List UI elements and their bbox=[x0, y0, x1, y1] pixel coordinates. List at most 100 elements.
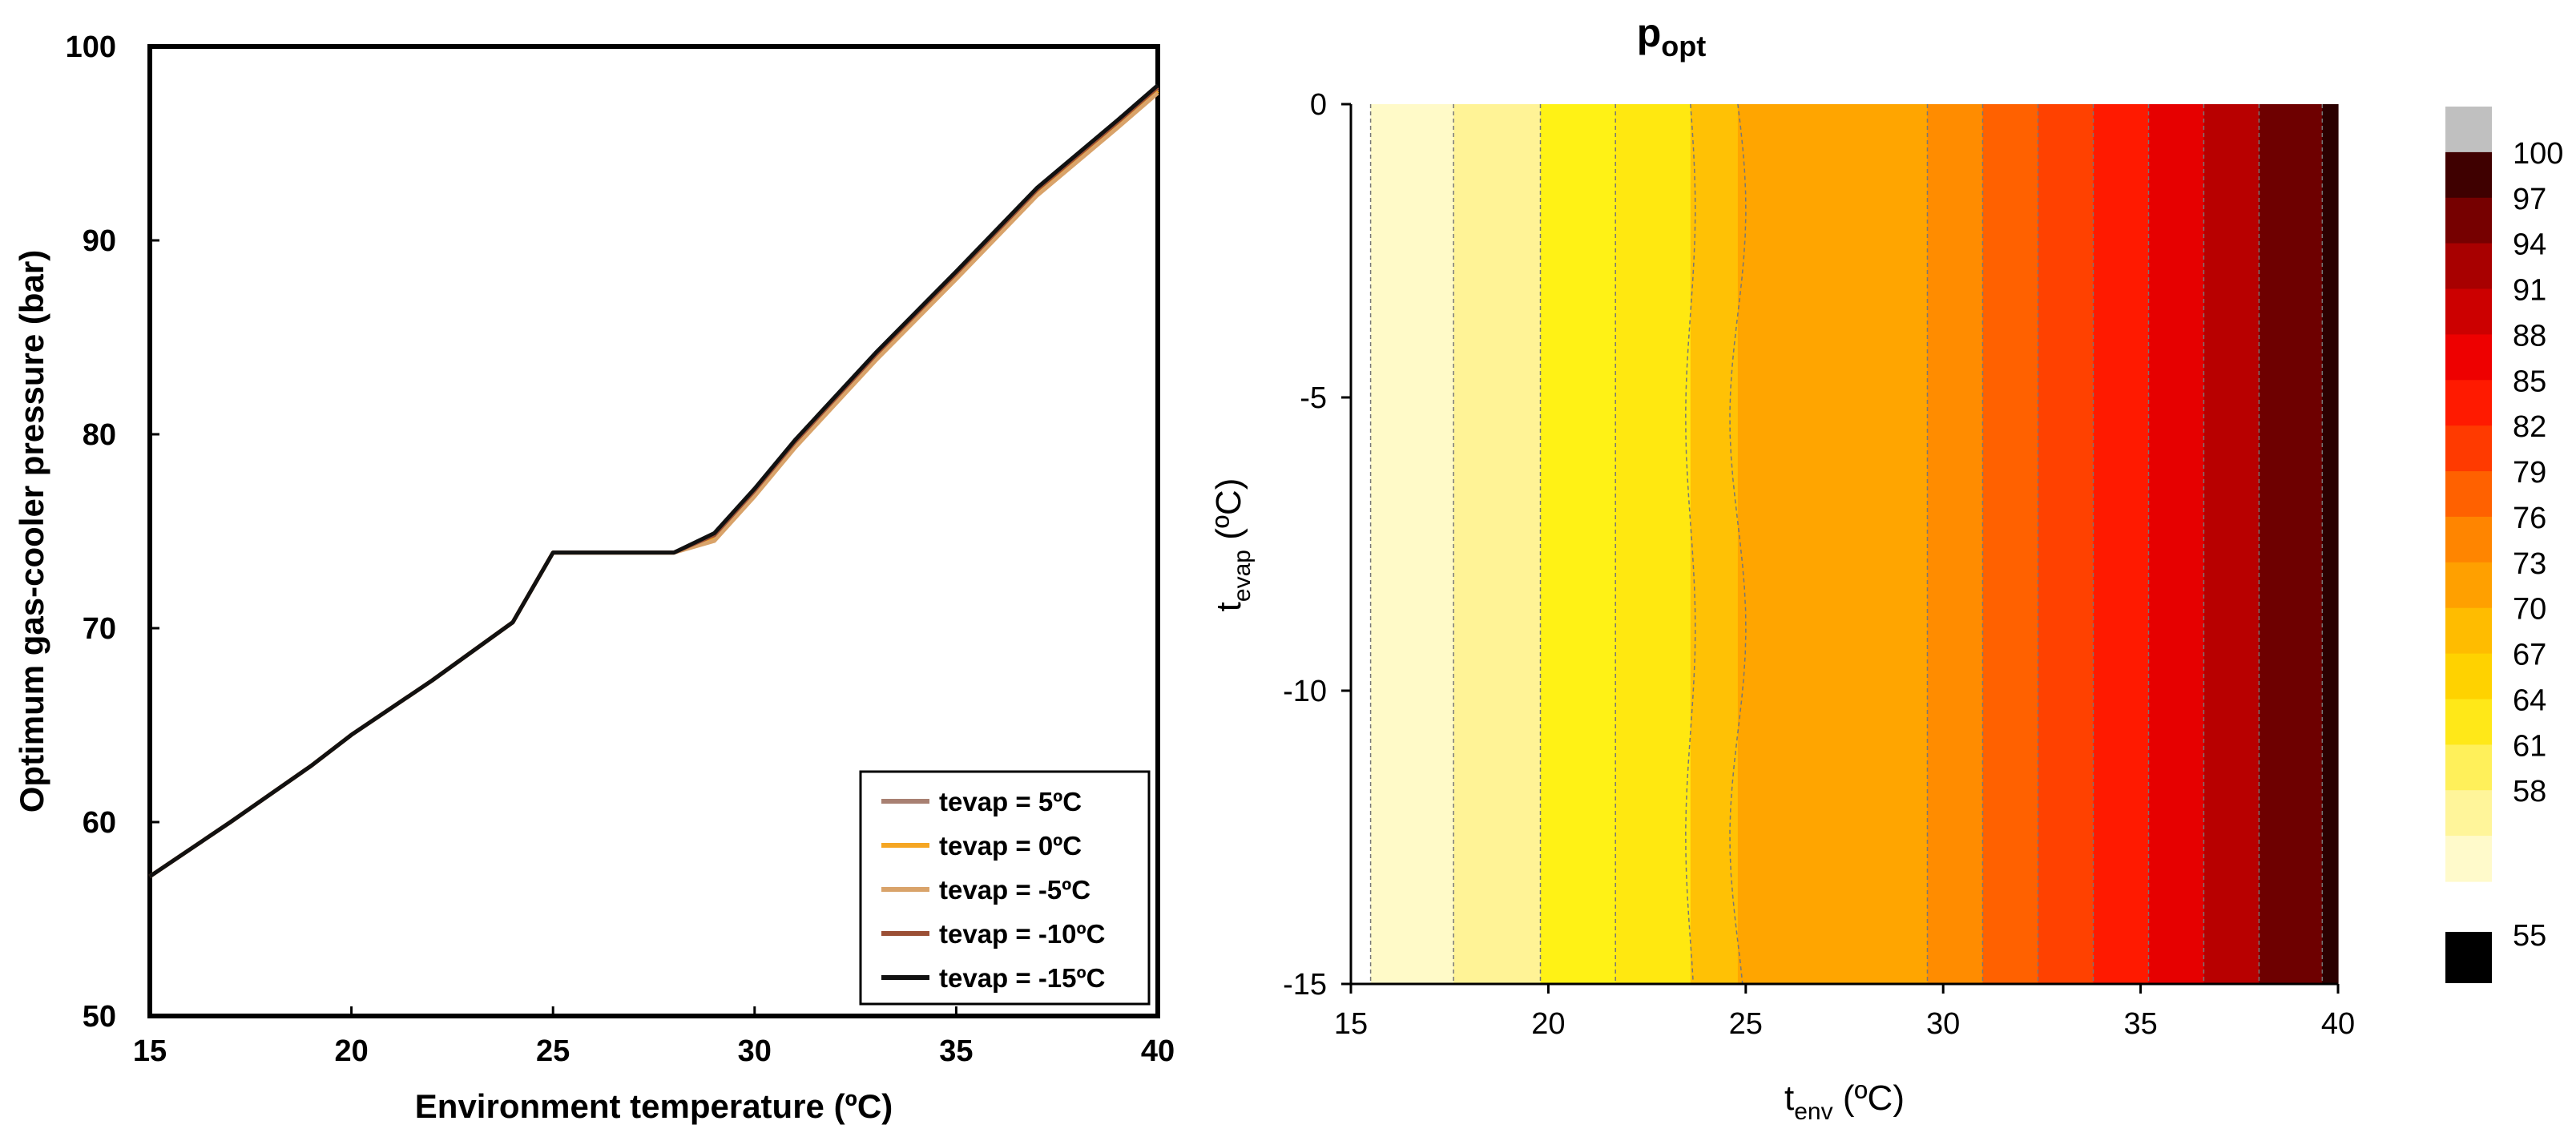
heatmap-colorbar: 100 97 94 91 88 85 82 79 76 73 70 67 64 61 58 55 bbox=[2445, 107, 2563, 983]
legend-label-1: tevap = 0ºC bbox=[939, 831, 1082, 861]
heatmap-y-ticks: 0 -5 -10 -15 bbox=[1283, 88, 1351, 1002]
heatmap-x-axis-label: tenv (ºC) bbox=[1784, 1078, 1905, 1125]
y-tick-label: 80 bbox=[83, 418, 116, 452]
heatmap-x-tick-label: 15 bbox=[1334, 1007, 1368, 1041]
heatmap-band-7 bbox=[1982, 104, 2039, 984]
heatmap-x-tick-label: 25 bbox=[1729, 1007, 1763, 1041]
colorbar-label: 73 bbox=[2513, 547, 2546, 581]
heatmap-axes bbox=[1349, 104, 2338, 986]
colorbar-label: 79 bbox=[2513, 456, 2546, 490]
heatmap-x-label-unit: (ºC) bbox=[1833, 1078, 1905, 1118]
colorbar-segment-16 bbox=[2445, 836, 2492, 882]
x-tick-label: 25 bbox=[536, 1034, 570, 1068]
heatmap-contour-lines bbox=[1369, 103, 2324, 985]
heatmap-band-0 bbox=[1370, 104, 1454, 984]
heatmap-title: popt bbox=[1637, 10, 1707, 62]
heatmap-title-main: p bbox=[1637, 10, 1662, 55]
heatmap-band-8 bbox=[2038, 104, 2094, 984]
colorbar-segment-2 bbox=[2445, 197, 2492, 244]
y-tick-label: 60 bbox=[83, 806, 116, 840]
heatmap-x-label-subscript: env bbox=[1794, 1099, 1832, 1125]
heatmap-band-9 bbox=[2093, 104, 2150, 984]
heatmap-x-label-main: t bbox=[1784, 1078, 1794, 1118]
series-line-4 bbox=[148, 83, 1159, 878]
line-chart-x-axis-label: Environment temperature (ºC) bbox=[415, 1087, 893, 1125]
colorbar-label: 91 bbox=[2513, 274, 2546, 308]
colorbar-label: 97 bbox=[2513, 183, 2546, 216]
y-tick-label: 70 bbox=[83, 612, 116, 646]
colorbar-segment-10 bbox=[2445, 562, 2492, 609]
colorbar-label: 82 bbox=[2513, 410, 2546, 444]
heatmap-y-label-main: t bbox=[1209, 602, 1248, 611]
y-tick-label: 50 bbox=[83, 1000, 116, 1034]
colorbar-label: 100 bbox=[2513, 137, 2563, 171]
heatmap-y-tick-label: -5 bbox=[1300, 381, 1327, 415]
y-tick-label: 90 bbox=[83, 224, 116, 258]
colorbar-segment-14 bbox=[2445, 744, 2492, 791]
legend-label-4: tevap = -15ºC bbox=[939, 963, 1105, 993]
colorbar-segment-1 bbox=[2445, 151, 2492, 199]
colorbar-label: 85 bbox=[2513, 365, 2546, 398]
colorbar-segment-0 bbox=[2445, 107, 2492, 153]
legend-label-2: tevap = -5ºC bbox=[939, 875, 1090, 905]
heatmap-y-tick-label: -15 bbox=[1283, 968, 1327, 1002]
colorbar-segment-4 bbox=[2445, 288, 2492, 335]
colorbar-label: 58 bbox=[2513, 775, 2546, 808]
colorbar-segment-3 bbox=[2445, 243, 2492, 290]
line-chart: 15 20 25 30 35 40 50 60 70 80 90 100 Environment t… bbox=[13, 30, 1175, 1125]
contour-line-4 bbox=[1685, 103, 1696, 985]
heatmap-band-3 bbox=[1615, 104, 1691, 984]
heatmap-bands bbox=[1370, 104, 2339, 984]
colorbar-segment-15 bbox=[2445, 790, 2492, 837]
heatmap-band-11 bbox=[2203, 104, 2260, 984]
x-tick-label: 35 bbox=[939, 1034, 973, 1068]
colorbar-segment-13 bbox=[2445, 699, 2492, 745]
colorbar-segment-8 bbox=[2445, 471, 2492, 518]
line-chart-series-group bbox=[148, 83, 1159, 878]
heatmap-y-label-subscript: evap bbox=[1229, 550, 1256, 602]
heatmap-y-tick-label: 0 bbox=[1310, 88, 1327, 122]
colorbar-below-swatch bbox=[2445, 932, 2492, 983]
heatmap-band-1 bbox=[1453, 104, 1542, 984]
colorbar-segment-7 bbox=[2445, 425, 2492, 472]
legend-label-0: tevap = 5ºC bbox=[939, 787, 1082, 816]
colorbar-label: 70 bbox=[2513, 593, 2546, 627]
x-tick-label: 15 bbox=[133, 1034, 167, 1068]
y-tick-label: 100 bbox=[66, 30, 116, 64]
colorbar-segment-6 bbox=[2445, 380, 2492, 426]
x-tick-label: 20 bbox=[334, 1034, 368, 1068]
heatmap-y-axis-label: tevap (ºC) bbox=[1209, 478, 1256, 612]
colorbar-label: 94 bbox=[2513, 228, 2546, 262]
colorbar-segment-11 bbox=[2445, 607, 2492, 655]
heatmap-band-5 bbox=[1737, 104, 1928, 984]
legend-label-3: tevap = -10ºC bbox=[939, 919, 1105, 949]
heatmap-x-tick-label: 30 bbox=[1926, 1007, 1960, 1041]
colorbar-label: 61 bbox=[2513, 729, 2546, 763]
heatmap-chart: popt 15 20 25 30 35 40 0-5-10-15 tenv (ºC) te… bbox=[1209, 10, 2563, 1125]
heatmap-band-10 bbox=[2148, 104, 2205, 984]
colorbar-segment-9 bbox=[2445, 516, 2492, 563]
heatmap-x-ticks: 15 20 25 30 35 40 bbox=[1334, 984, 2355, 1041]
colorbar-label: 67 bbox=[2513, 639, 2546, 672]
heatmap-y-label-unit: (ºC) bbox=[1209, 478, 1248, 550]
colorbar-segment-12 bbox=[2445, 653, 2492, 700]
line-chart-y-axis-label: Optimum gas-cooler pressure (bar) bbox=[13, 250, 50, 813]
heatmap-title-subscript: opt bbox=[1661, 30, 1706, 62]
line-chart-x-ticks: 15 20 25 30 35 40 bbox=[133, 1006, 1175, 1068]
heatmap-y-tick-label: -10 bbox=[1283, 675, 1327, 708]
colorbar-label: 88 bbox=[2513, 319, 2546, 353]
heatmap-band-13 bbox=[2322, 104, 2339, 984]
heatmap-x-tick-label: 20 bbox=[1531, 1007, 1565, 1041]
heatmap-band-12 bbox=[2259, 104, 2323, 984]
heatmap-band-6 bbox=[1927, 104, 1984, 984]
line-chart-y-ticks: 50 60 70 80 90 100 bbox=[66, 30, 159, 1034]
legend-entries: tevap = 5ºC tevap = 0ºC tevap = -5ºC tevap … bbox=[881, 787, 1105, 993]
colorbar-label: 64 bbox=[2513, 684, 2546, 718]
x-tick-label: 30 bbox=[738, 1034, 772, 1068]
heatmap-x-tick-label: 35 bbox=[2123, 1007, 2157, 1041]
x-tick-label: 40 bbox=[1141, 1034, 1175, 1068]
colorbar-label: 76 bbox=[2513, 502, 2546, 535]
colorbar-label: 55 bbox=[2513, 919, 2546, 953]
heatmap-x-tick-label: 40 bbox=[2321, 1007, 2355, 1041]
heatmap-band-4 bbox=[1690, 104, 1739, 984]
